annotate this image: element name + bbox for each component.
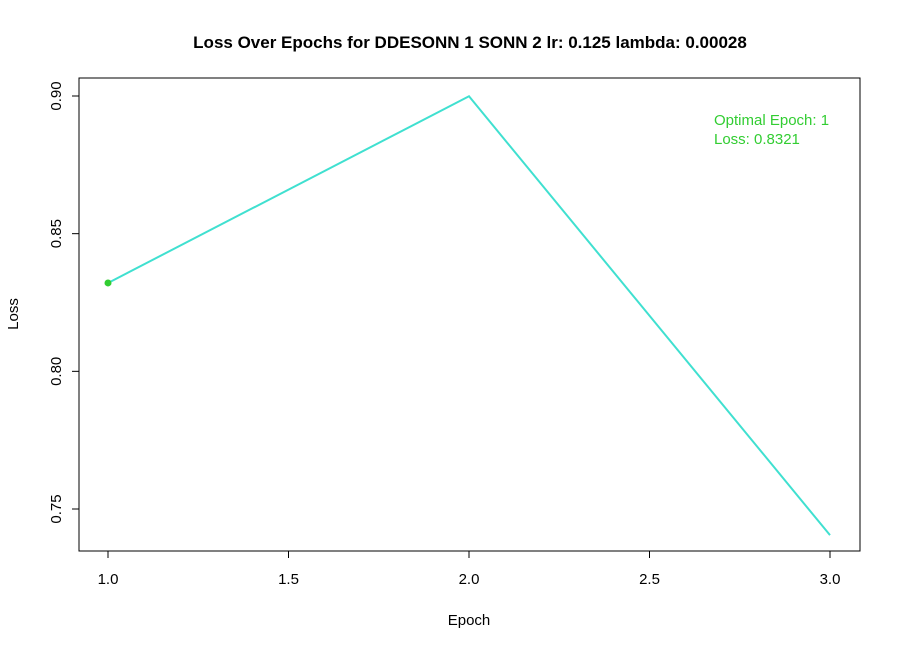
y-tick-label: 0.80 [48, 357, 65, 386]
chart-title: Loss Over Epochs for DDESONN 1 SONN 2 lr… [193, 33, 747, 52]
optimal-epoch-point [104, 279, 112, 287]
x-axis-label: Epoch [448, 612, 491, 629]
x-axis: 1.0 1.5 2.0 2.5 3.0 [98, 550, 841, 588]
x-tick-label: 2.5 [639, 571, 660, 588]
loss-line [107, 95, 831, 536]
optimal-epoch-annotation: Optimal Epoch: 1 Loss: 0.8321 [714, 112, 829, 148]
y-tick-label: 0.85 [48, 219, 65, 248]
x-tick-label: 3.0 [820, 571, 841, 588]
plot-area [104, 95, 831, 536]
y-axis: 0.75 0.80 0.85 0.90 [48, 81, 80, 524]
y-axis-label: Loss [5, 298, 22, 330]
annotation-line: Loss: 0.8321 [714, 131, 800, 148]
x-tick-label: 2.0 [459, 571, 480, 588]
y-tick-label: 0.90 [48, 81, 65, 110]
annotation-line: Optimal Epoch: 1 [714, 112, 829, 129]
x-tick-label: 1.5 [278, 571, 299, 588]
plot-frame [78, 77, 861, 552]
y-tick-label: 0.75 [48, 494, 65, 523]
x-tick-label: 1.0 [98, 571, 119, 588]
